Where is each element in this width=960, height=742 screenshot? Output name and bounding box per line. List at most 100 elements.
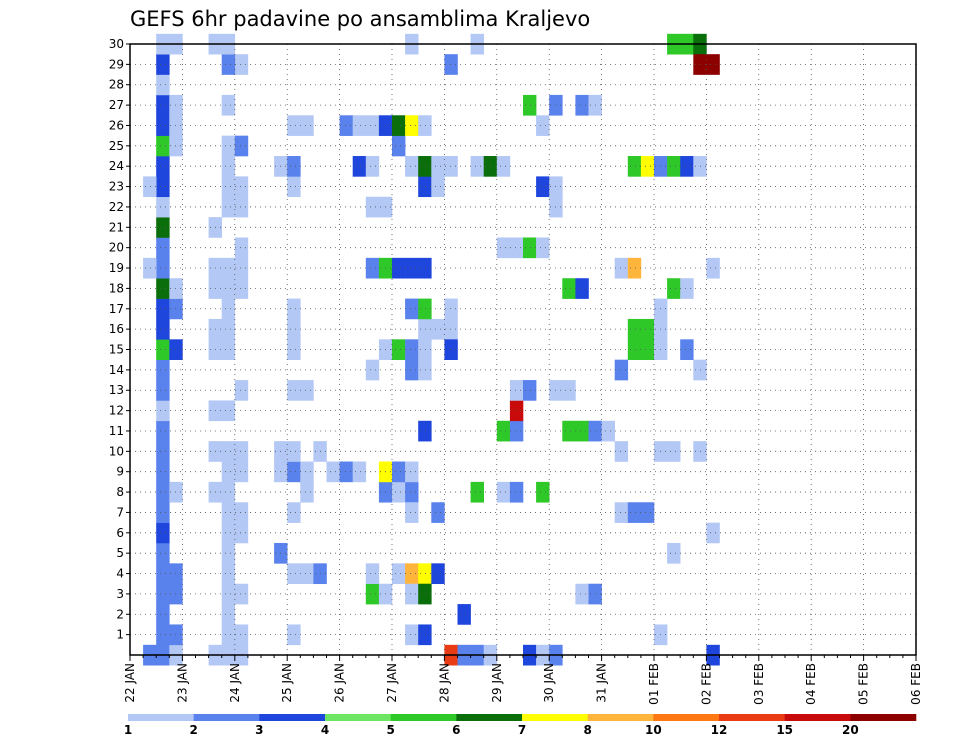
x-tick-label: 22 JAN	[123, 663, 137, 703]
colorbar-swatch	[259, 714, 326, 721]
heatmap-cell	[221, 156, 236, 177]
heatmap-cell	[509, 420, 524, 442]
heatmap-cell	[143, 257, 157, 279]
heatmap-cell	[392, 563, 406, 585]
heatmap-cell	[156, 217, 170, 238]
heatmap-cell	[680, 278, 694, 299]
heatmap-cell	[156, 237, 170, 259]
heatmap-cell	[221, 318, 236, 340]
heatmap-cell	[562, 278, 576, 299]
heatmap-cell	[156, 522, 170, 544]
y-tick-label: 29	[109, 57, 124, 71]
heatmap-cell	[431, 176, 445, 198]
heatmap-cell	[365, 196, 380, 218]
heatmap-cell	[667, 542, 681, 564]
heatmap-cell	[457, 604, 471, 625]
heatmap-cell	[365, 583, 380, 605]
heatmap-cell	[418, 176, 432, 198]
heatmap-cell	[287, 318, 301, 340]
heatmap-cell	[221, 624, 236, 646]
x-tick-label: 24 JAN	[228, 663, 242, 703]
heatmap-cell	[405, 156, 419, 177]
y-tick-label: 24	[109, 159, 124, 173]
x-axis: 22 JAN 23 JAN 24 JAN 25 JAN 26 JAN 27 JAN 28 J…	[123, 655, 923, 705]
heatmap-cell	[627, 502, 642, 523]
colorbar-label: 6	[452, 723, 460, 737]
colorbar-swatch	[719, 714, 785, 721]
heatmap-cell	[221, 298, 236, 320]
y-tick-label: 15	[109, 343, 124, 357]
heatmap-cell	[509, 400, 524, 422]
heatmap-cell	[431, 563, 445, 585]
heatmap-cell	[234, 624, 249, 646]
colorbar-label: 10	[645, 723, 662, 737]
heatmap-cell	[221, 522, 236, 544]
heatmap-cell	[300, 481, 314, 503]
heatmap-cell	[221, 604, 236, 625]
heatmap-cell	[418, 563, 432, 585]
heatmap-cell	[234, 502, 249, 523]
heatmap-cell	[156, 400, 170, 422]
heatmap-cell	[156, 115, 170, 136]
heatmap-cells	[143, 33, 720, 666]
chart-title: GEFS 6hr padavine po ansamblima Kraljevo	[130, 7, 590, 31]
heatmap-cell	[221, 339, 236, 360]
x-tick-label: 04 FEB	[804, 663, 818, 705]
heatmap-cell	[444, 339, 458, 360]
colorbar-label: 2	[189, 723, 197, 737]
heatmap-cell	[627, 156, 642, 177]
x-tick-label: 29 JAN	[490, 663, 504, 703]
heatmap-cell	[365, 257, 380, 279]
heatmap-cell	[614, 502, 629, 523]
heatmap-cell	[392, 115, 406, 136]
y-tick-label: 25	[109, 139, 124, 153]
y-tick-label: 7	[116, 505, 124, 519]
heatmap-cell	[287, 563, 301, 585]
colorbar-label: 4	[321, 723, 329, 737]
heatmap-cell	[405, 563, 419, 585]
heatmap-cell	[156, 481, 170, 503]
heatmap-cell	[496, 156, 511, 177]
heatmap-cell	[706, 522, 720, 544]
y-tick-label: 8	[116, 485, 124, 499]
heatmap-cell	[234, 54, 249, 75]
heatmap-cell	[234, 278, 249, 299]
heatmap-cell	[509, 481, 524, 503]
heatmap-cell	[405, 624, 419, 646]
heatmap-cell	[287, 298, 301, 320]
heatmap-cell	[156, 624, 170, 646]
heatmap-cell	[156, 563, 170, 585]
heatmap-cell	[221, 176, 236, 198]
heatmap-cell	[405, 257, 419, 279]
heatmap-cell	[221, 583, 236, 605]
colorbar-label: 12	[711, 723, 728, 737]
heatmap-cell	[287, 461, 301, 483]
heatmap-cell	[640, 339, 655, 360]
y-tick-label: 30	[109, 37, 124, 51]
heatmap-cell	[614, 359, 629, 381]
heatmap-cell	[496, 237, 511, 259]
colorbar-swatch	[390, 714, 457, 721]
heatmap-cell	[287, 624, 301, 646]
heatmap-cell	[536, 176, 550, 198]
heatmap-cell	[627, 318, 642, 340]
heatmap-cell	[575, 278, 589, 299]
heatmap-cell	[405, 339, 419, 360]
heatmap-cell	[156, 542, 170, 564]
heatmap-cell	[405, 583, 419, 605]
heatmap-cell	[287, 339, 301, 360]
y-tick-label: 13	[109, 383, 124, 397]
heatmap-cell	[221, 135, 236, 157]
heatmap-cell	[601, 420, 615, 442]
heatmap-cell	[405, 359, 419, 381]
heatmap-cell	[156, 156, 170, 177]
x-tick-label: 28 JAN	[437, 663, 451, 703]
heatmap-cell	[300, 115, 314, 136]
colorbar-label: 5	[386, 723, 394, 737]
heatmap-cell	[418, 420, 432, 442]
heatmap-cell	[627, 339, 642, 360]
heatmap-cell	[221, 441, 236, 462]
heatmap-cell	[627, 257, 642, 279]
heatmap-cell	[496, 481, 511, 503]
